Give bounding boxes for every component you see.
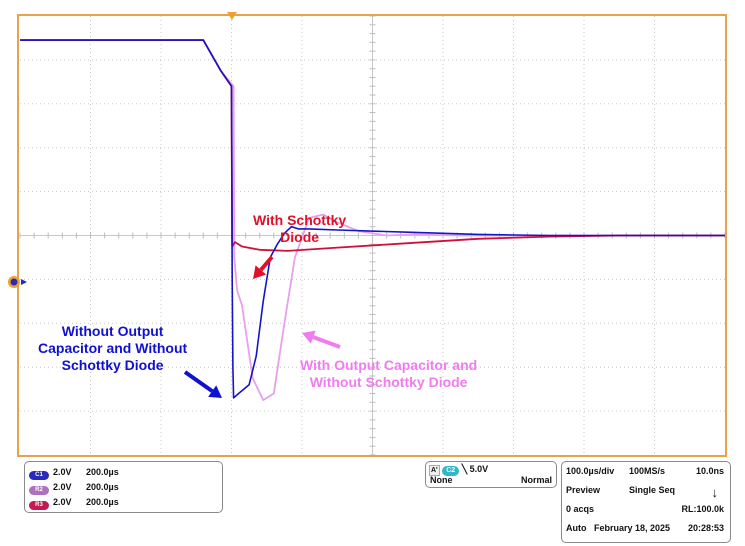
time: 20:28:53	[687, 523, 724, 533]
plot-frame	[17, 14, 727, 457]
channel-scale: 2.0V	[53, 467, 72, 477]
annotation-with-capacitor-without-schottky: With Output Capacitor and Without Schott…	[300, 357, 477, 391]
time-resolution: 10.0ns	[695, 466, 724, 476]
date: February 18, 2025	[594, 523, 671, 533]
channel-scale: 2.0V	[53, 497, 72, 507]
channel-scale: 2.0V	[53, 482, 72, 492]
oscilloscope-plot	[8, 12, 727, 457]
sequence-mode: Single Seq	[629, 485, 676, 495]
channel-settings-box[interactable]: C1 2.0V 200.0µs R2 2.0V 200.0µs R3 2.0V 200…	[24, 461, 223, 513]
record-length: RL:100.0k	[681, 504, 724, 514]
trigger-level: 5.0V	[469, 464, 489, 474]
channel-badge[interactable]: R2	[29, 486, 49, 495]
channel-badge[interactable]: R3	[29, 501, 49, 510]
channel-row-r2[interactable]: R2 2.0V 200.0µs	[29, 482, 119, 495]
annotation-text: Without Schottky Diode	[309, 374, 468, 390]
trigger-settings-box[interactable]: A' C2 ╲ 5.0V None Normal	[425, 461, 557, 488]
trigger-position-marker[interactable]	[227, 12, 237, 20]
trigger-source-badge[interactable]: C2	[442, 466, 460, 476]
acquisition-count: 0 acqs	[566, 504, 595, 514]
sample-rate: 100MS/s	[629, 466, 666, 476]
annotation-with-schottky: With Schottky Diode	[253, 212, 346, 246]
annotation-text: With Schottky	[253, 212, 347, 228]
annotation-text: Capacitor and Without	[38, 340, 188, 356]
horizontal-scale: 100.0µs/div	[566, 466, 615, 476]
series-line-1	[20, 39, 725, 401]
trigger-mode: Normal	[520, 475, 552, 485]
red-arrow-icon	[253, 255, 274, 279]
channel-timebase: 200.0µs	[86, 467, 119, 477]
acquisition-settings-box[interactable]: 100.0µs/div 100MS/s 10.0ns Preview Singl…	[561, 461, 731, 543]
channel-timebase: 200.0µs	[86, 497, 119, 507]
channel-row-r3[interactable]: R3 2.0V 200.0µs	[29, 497, 119, 510]
acquisition-state: Preview	[566, 485, 601, 495]
blue-arrow-icon	[183, 370, 222, 398]
trigger-coupling: None	[430, 475, 453, 485]
channel-row-c1[interactable]: C1 2.0V 200.0µs	[29, 467, 119, 480]
ground-reference-marker[interactable]	[8, 276, 27, 288]
annotation-arrows	[183, 255, 341, 398]
annotation-text: Diode	[280, 229, 320, 245]
trigger-slope-icon: ╲	[461, 464, 468, 474]
channel-timebase: 200.0µs	[86, 482, 119, 492]
annotation-text: Without Output	[61, 323, 164, 339]
down-arrow-icon[interactable]: ↓	[711, 485, 719, 500]
trigger-mode-auto: Auto	[566, 523, 587, 533]
channel-badge[interactable]: C1	[29, 471, 49, 480]
annotation-text: With Output Capacitor and	[300, 357, 478, 373]
pink-arrow-icon	[302, 330, 341, 349]
annotation-without-capacitor-without-schottky: Without Output Capacitor and Without Sch…	[38, 323, 187, 374]
status-panel: C1 2.0V 200.0µs R2 2.0V 200.0µs R3 2.0V 200…	[0, 458, 745, 546]
annotation-text: Schottky Diode	[61, 357, 164, 373]
